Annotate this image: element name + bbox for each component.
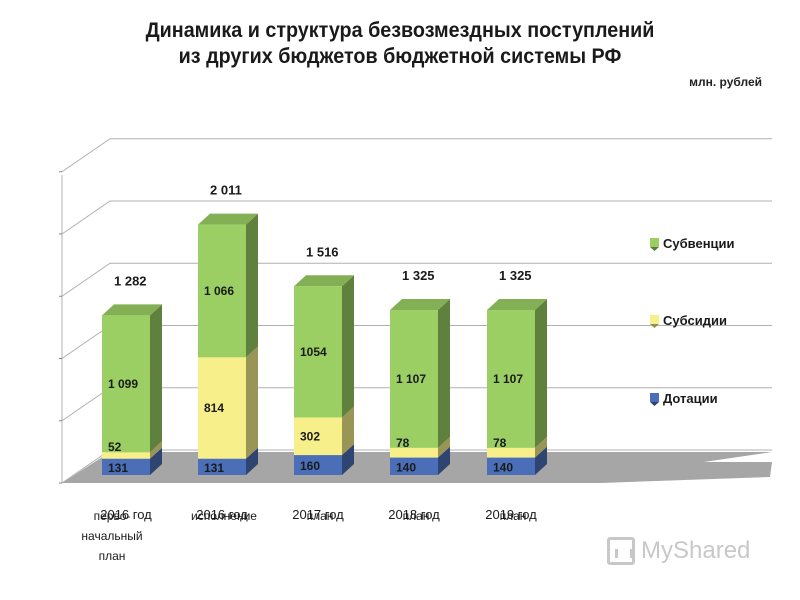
- x-axis-sublabel: перво-: [94, 509, 131, 523]
- segment-value-label: 131: [204, 461, 224, 475]
- bar-side-2-1: [342, 406, 354, 456]
- bar-stack-4: [487, 299, 547, 475]
- bar-top-1: [198, 213, 258, 225]
- segment-value-label: 140: [396, 460, 416, 474]
- chart-title-line-2: из других бюджетов бюджетной системы РФ: [178, 45, 622, 68]
- legend-swatch-1: [650, 315, 659, 324]
- segment-value-label: 131: [108, 461, 128, 475]
- segment-value-label: 78: [493, 436, 507, 450]
- bar-side-0-1: [150, 441, 162, 459]
- gridline-2000: [61, 200, 772, 235]
- total-value-label: 2 011: [210, 183, 242, 198]
- gridline-1500: [61, 262, 772, 297]
- bar-side-0-0: [150, 447, 162, 475]
- x-axis-category-label: 2016 год: [100, 507, 152, 522]
- bar-stack-3: [390, 299, 450, 475]
- bar-segment-2-0: [294, 455, 342, 475]
- legend-label: Дотации: [663, 391, 718, 406]
- bar-stack-0: [102, 304, 162, 475]
- chart-bars: [102, 213, 547, 475]
- bar-segment-1-2: [198, 224, 246, 358]
- bar-segment-4-0: [487, 457, 535, 475]
- bar-segment-1-1: [198, 357, 246, 459]
- units-label: млн. рублей: [689, 75, 762, 89]
- segment-value-label: 1 107: [396, 372, 426, 386]
- bar-stack-2: [294, 275, 354, 475]
- bar-segment-3-1: [390, 447, 438, 458]
- bar-segment-2-2: [294, 286, 342, 418]
- segment-value-label: 1 066: [204, 284, 234, 298]
- bar-segment-0-1: [102, 452, 150, 459]
- watermark: MyShared: [607, 537, 750, 565]
- legend-label: Субвенции: [663, 236, 735, 251]
- legend-swatch-shade-2: [650, 402, 659, 406]
- bar-segment-0-2: [102, 315, 150, 453]
- legend-swatch-shade-0: [650, 247, 659, 251]
- segment-value-label: 160: [300, 459, 320, 473]
- segment-value-label: 140: [493, 460, 513, 474]
- segment-value-label: 78: [396, 436, 410, 450]
- bar-top-3: [390, 299, 450, 311]
- bar-segment-1-0: [198, 458, 246, 475]
- bar-top-2: [294, 275, 354, 287]
- bar-side-1-2: [246, 213, 258, 358]
- total-value-label: 1 325: [499, 268, 532, 283]
- segment-value-label: 1 099: [108, 377, 138, 391]
- bar-top-4: [487, 299, 547, 311]
- bar-segment-4-1: [487, 447, 535, 458]
- bar-segment-3-0: [390, 457, 438, 475]
- chart-legend: Субвенции Субсидии Дотации: [650, 236, 735, 406]
- x-axis-category-label: 2016 год: [196, 507, 248, 522]
- bar-side-1-0: [246, 447, 258, 475]
- x-axis-sublabel: план: [403, 509, 430, 523]
- bar-segment-4-2: [487, 310, 535, 448]
- segment-value-label: 814: [204, 401, 224, 415]
- legend-swatch-shade-1: [650, 324, 659, 328]
- total-value-label: 1 325: [402, 268, 435, 283]
- segment-value-label: 1 107: [493, 372, 523, 386]
- x-axis-sublabel: исполнение: [191, 509, 257, 523]
- watermark-text: MyShared: [641, 537, 751, 564]
- bar-side-0-2: [150, 304, 162, 453]
- chart-title-line-1: Динамика и структура безвозмездных посту…: [145, 19, 655, 42]
- segment-value-label: 1054: [300, 345, 327, 359]
- bar-side-4-1: [535, 436, 547, 458]
- bar-side-2-2: [342, 275, 354, 418]
- bar-segment-0-0: [102, 458, 150, 475]
- bar-segment-3-2: [390, 310, 438, 448]
- bar-side-4-2: [535, 299, 547, 448]
- bar-side-3-0: [438, 446, 450, 475]
- gridline-2500: [61, 138, 772, 173]
- bar-segment-2-1: [294, 417, 342, 456]
- presentation-logo-icon: [607, 537, 635, 565]
- bar-side-3-2: [438, 299, 450, 448]
- bar-side-1-1: [246, 346, 258, 459]
- legend-label: Субсидии: [663, 313, 727, 328]
- segment-value-label: 52: [108, 440, 122, 454]
- x-axis-sublabel: план: [500, 509, 527, 523]
- x-axis-sublabel: план: [307, 509, 334, 523]
- total-value-label: 1 282: [114, 273, 147, 288]
- x-axis-category-label: 2018 год: [388, 507, 440, 522]
- bar-top-0: [102, 304, 162, 316]
- legend-swatch-0: [650, 238, 659, 247]
- segment-value-label: 302: [300, 429, 320, 443]
- bar-side-3-1: [438, 436, 450, 458]
- legend-swatch-2: [650, 393, 659, 402]
- x-axis-sublabel: начальный: [81, 529, 142, 543]
- chart-title: Динамика и структура безвозмездных посту…: [24, 18, 776, 70]
- x-axis-category-label: 2017 год: [292, 507, 344, 522]
- x-axis-sublabel: план: [99, 549, 126, 563]
- total-value-label: 1 516: [306, 244, 339, 259]
- bar-side-2-0: [342, 444, 354, 475]
- bar-stack-1: [198, 213, 258, 475]
- bar-side-4-0: [535, 446, 547, 475]
- x-axis-category-label: 2019 год: [485, 507, 537, 522]
